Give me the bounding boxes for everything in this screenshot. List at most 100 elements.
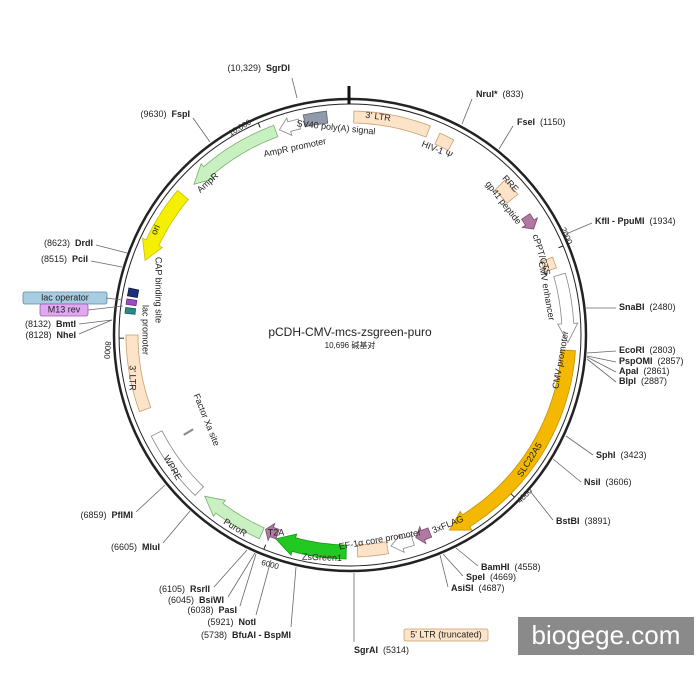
- site-name: NheI: [56, 330, 76, 340]
- site-line: [586, 356, 617, 373]
- site-name: AsiSI: [451, 583, 474, 593]
- ampr: [193, 124, 279, 185]
- zsgreen1: [275, 533, 347, 560]
- cppt-cts: [540, 256, 557, 273]
- site-label: (8128) NheI: [25, 330, 76, 340]
- site-position: (5314): [383, 645, 409, 655]
- site-line: [78, 319, 113, 325]
- site-line: [291, 77, 298, 99]
- feature-label: T2A: [268, 527, 285, 537]
- site-position: (8515): [41, 254, 67, 264]
- site-name: EcoRI: [619, 345, 645, 355]
- site-line: [90, 260, 123, 268]
- site-position: (4669): [490, 572, 516, 582]
- site-position: (6045): [168, 595, 194, 605]
- site-position: (1934): [650, 216, 676, 226]
- site-label: AsiSI (4687): [451, 583, 505, 593]
- watermark-box: [518, 617, 694, 655]
- label-box: [403, 628, 489, 642]
- site-line: [442, 553, 464, 577]
- site-name: BfuAI - BspMI: [232, 630, 291, 640]
- site-line: [95, 244, 128, 254]
- scale-tick: [558, 245, 564, 249]
- site-name: FseI: [517, 117, 535, 127]
- site-label: PspOMI (2857): [619, 356, 684, 366]
- feature-label: 5' LTR (truncated): [410, 629, 482, 639]
- site-position: (4558): [515, 562, 541, 572]
- ef1a-promoter: [390, 534, 415, 554]
- site-name: PflMI: [112, 510, 134, 520]
- feature-label: M13 rev: [48, 304, 81, 314]
- site-label: SpeI (4669): [466, 572, 516, 582]
- hiv-psi: [434, 132, 455, 152]
- lac-operator: [126, 287, 140, 298]
- feature-label: ori: [149, 223, 162, 236]
- site-position: (8128): [25, 330, 51, 340]
- cmv-enhancer-promoter: [553, 272, 579, 344]
- site-line: [135, 484, 166, 513]
- lac-promoter: [124, 307, 137, 315]
- site-name: KflI - PpuMI: [595, 216, 645, 226]
- site-position: (6859): [80, 510, 106, 520]
- site-line: [162, 510, 191, 544]
- site-label: NsiI (3606): [584, 477, 632, 487]
- site-line: [290, 566, 297, 628]
- site-label: (10,329) SgrDI: [227, 63, 290, 73]
- site-name: SgrAI: [354, 645, 378, 655]
- feature-label: CAP binding site: [154, 257, 164, 323]
- site-name: NruI*: [476, 89, 498, 99]
- site-position: (2480): [650, 302, 676, 312]
- site-line: [192, 117, 211, 143]
- site-name: BsiWI: [199, 595, 224, 605]
- site-line: [227, 552, 256, 598]
- site-line: [565, 222, 593, 235]
- site-line: [213, 549, 248, 588]
- site-name: MluI: [142, 542, 160, 552]
- site-name: PasI: [218, 605, 237, 615]
- site-position: (10,329): [227, 63, 261, 73]
- site-line: [439, 554, 449, 588]
- site-name: BstBI: [556, 516, 580, 526]
- site-position: (8132): [25, 319, 51, 329]
- wpre: [150, 430, 204, 496]
- ltr-5-truncated: [356, 541, 389, 558]
- flag-tag: [415, 525, 433, 545]
- site-label: BstBI (3891): [556, 516, 611, 526]
- m13-rev: [125, 298, 138, 307]
- site-line: [461, 98, 473, 125]
- site-name: NsiI: [584, 477, 601, 487]
- site-label: (8132) BmtI: [25, 319, 76, 329]
- site-name: SnaBI: [619, 302, 645, 312]
- t2a: [265, 522, 280, 542]
- site-position: (2861): [644, 366, 670, 376]
- site-line: [586, 350, 617, 354]
- site-label: BlpI (2887): [619, 376, 667, 386]
- scale-tick-label: 8000: [102, 341, 113, 360]
- site-label: ApaI (2861): [619, 366, 670, 376]
- site-line: [586, 358, 617, 383]
- site-line: [455, 547, 479, 567]
- puror: [204, 495, 265, 540]
- site-name: SpeI: [466, 572, 485, 582]
- site-name: NotI: [239, 617, 257, 627]
- site-label: FseI (1150): [517, 117, 565, 127]
- scale-tick: [510, 493, 515, 498]
- site-name: BlpI: [619, 376, 636, 386]
- site-position: (6038): [187, 605, 213, 615]
- scale-tick: [263, 544, 267, 550]
- site-name: RsrII: [190, 584, 210, 594]
- site-label: (6045) BsiWI: [168, 595, 224, 605]
- site-position: (2857): [658, 356, 684, 366]
- site-label: BamHI (4558): [481, 562, 541, 572]
- rre: [494, 179, 519, 204]
- site-label: (8515) PciI: [41, 254, 88, 264]
- site-label: SnaBI (2480): [619, 302, 676, 312]
- site-name: PspOMI: [619, 356, 653, 366]
- site-position: (9630): [140, 109, 166, 119]
- site-line: [529, 490, 554, 521]
- watermark: biogege.com: [532, 620, 681, 650]
- site-line: [105, 297, 123, 301]
- feature-label: lac operator: [41, 292, 89, 302]
- site-name: BmtI: [56, 319, 76, 329]
